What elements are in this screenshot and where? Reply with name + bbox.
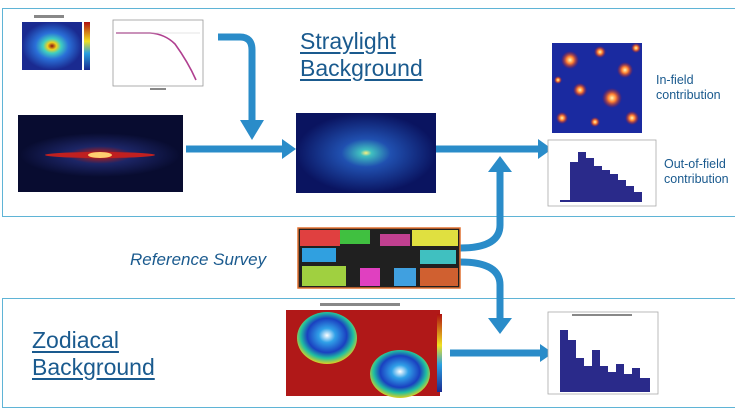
arrowhead-right-2: [538, 139, 552, 159]
zodiacal-title: Zodiacal Background: [32, 327, 155, 381]
arrowhead-up: [488, 156, 512, 172]
arrow-survey-down: [459, 258, 504, 320]
straylight-image: [296, 113, 436, 193]
outfield-label-line1: Out-of-field: [664, 157, 726, 171]
infield-image: [552, 43, 642, 133]
arrowhead-down-2: [488, 318, 512, 334]
arrows: [186, 33, 542, 357]
outfield-label-line2: contribution: [664, 172, 729, 186]
zodiacal-histogram: [547, 311, 659, 395]
infield-label-line1: In-field: [656, 73, 694, 87]
arrowhead-down-1: [240, 120, 264, 140]
infield-label: In-field contribution: [656, 73, 721, 103]
infield-label-line2: contribution: [656, 88, 721, 102]
survey-map: [297, 227, 461, 289]
arrowhead-right-1: [282, 139, 296, 159]
outfield-label: Out-of-field contribution: [664, 157, 729, 187]
arrow-plot-to-stray: [218, 33, 256, 120]
decay-plot: [112, 19, 204, 90]
arrowhead-right-3: [540, 344, 553, 362]
straylight-title-line2: Background: [300, 55, 423, 81]
outfield-histogram: [547, 139, 657, 207]
arrow-survey-up: [459, 170, 504, 252]
psf-image: [18, 14, 94, 74]
galaxy-image: [18, 115, 183, 192]
straylight-title: Straylight Background: [300, 28, 423, 82]
straylight-title-line1: Straylight: [300, 28, 396, 54]
reference-survey-label: Reference Survey: [130, 250, 267, 269]
arrowheads: [240, 120, 553, 362]
zodiacal-title-line2: Background: [32, 354, 155, 380]
zodiacal-map: [286, 303, 442, 398]
zodiacal-title-line1: Zodiacal: [32, 327, 119, 353]
